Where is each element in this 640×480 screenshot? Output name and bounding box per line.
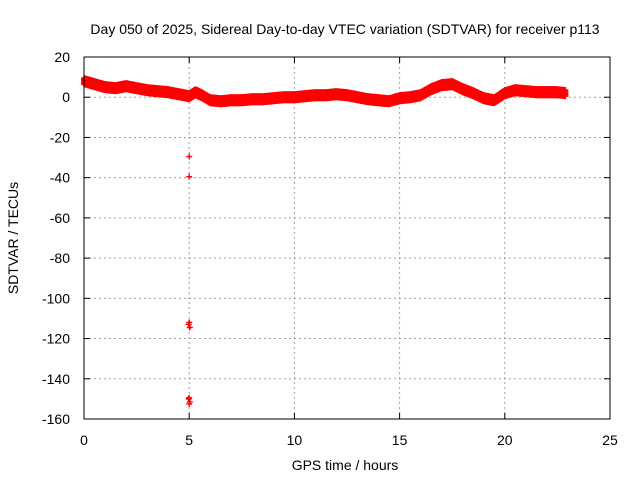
y-tick-label: -40 [50,170,70,186]
x-tick-label: 25 [602,432,618,448]
x-tick-label: 5 [185,432,193,448]
y-tick-label: -20 [50,129,70,145]
plot-frame [83,56,611,420]
data-points [81,75,569,407]
y-tick-label: -80 [50,250,70,266]
y-tick-label: 20 [54,49,70,65]
y-tick-label: -100 [42,290,70,306]
y-tick-label: 0 [62,89,70,105]
outlier-point [186,173,193,180]
x-tick-labels: 0 5 10 15 20 25 [80,432,618,448]
outlier-point [186,153,193,160]
x-tick-label: 10 [287,432,303,448]
y-tick-label: -160 [42,411,70,427]
x-axis-label: GPS time / hours [292,457,399,473]
outlier-point [186,400,193,407]
x-tick-label: 0 [80,432,88,448]
data-point [562,87,569,94]
y-tick-label: -60 [50,210,70,226]
y-tick-label: -140 [42,371,70,387]
x-tick-label: 20 [497,432,513,448]
y-tick-labels: 20 0 -20 -40 -60 -80 -100 -120 -140 -160 [42,49,70,427]
grid [84,57,610,419]
ticks [83,56,611,420]
outlier-point [186,324,193,331]
y-tick-label: -120 [42,331,70,347]
chart-title: Day 050 of 2025, Sidereal Day-to-day VTE… [90,21,599,37]
outlier-point [186,319,193,326]
y-axis-label: SDTVAR / TECUs [5,182,21,294]
outlier-point [186,394,193,401]
x-tick-label: 15 [392,432,408,448]
